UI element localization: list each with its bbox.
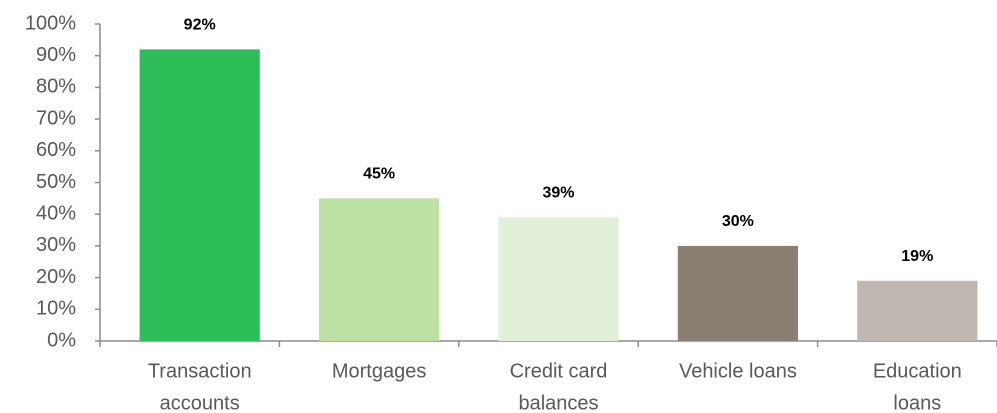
y-tick-label: 90% xyxy=(36,44,76,66)
x-tick-label: loans xyxy=(893,392,941,413)
y-tick-label: 60% xyxy=(36,139,76,161)
x-tick-label: Vehicle loans xyxy=(679,360,797,382)
bar xyxy=(498,217,619,341)
value-label: 92% xyxy=(184,17,216,34)
y-tick-label: 80% xyxy=(36,76,76,98)
y-tick-label: 20% xyxy=(36,266,76,288)
x-tick-label: accounts xyxy=(160,392,240,413)
x-tick-label: Education xyxy=(873,360,962,382)
x-tick-label: Mortgages xyxy=(332,360,427,382)
y-tick-label: 0% xyxy=(47,329,76,351)
bar xyxy=(857,280,978,341)
value-label: 39% xyxy=(542,185,574,202)
x-tick-label: Transaction xyxy=(148,360,252,382)
y-tick-label: 70% xyxy=(36,107,76,129)
bar xyxy=(677,245,798,341)
y-tick-label: 10% xyxy=(36,298,76,320)
value-label: 30% xyxy=(722,213,754,230)
y-tick-label: 50% xyxy=(36,171,76,193)
value-label: 19% xyxy=(901,248,933,265)
y-tick-label: 40% xyxy=(36,202,76,224)
y-tick-label: 100% xyxy=(25,12,76,34)
x-tick-label: Credit card xyxy=(510,360,608,382)
x-tick-label: balances xyxy=(518,392,598,413)
bar xyxy=(139,49,260,342)
value-label: 45% xyxy=(363,166,395,183)
y-tick-label: 30% xyxy=(36,234,76,256)
bar xyxy=(319,198,440,341)
